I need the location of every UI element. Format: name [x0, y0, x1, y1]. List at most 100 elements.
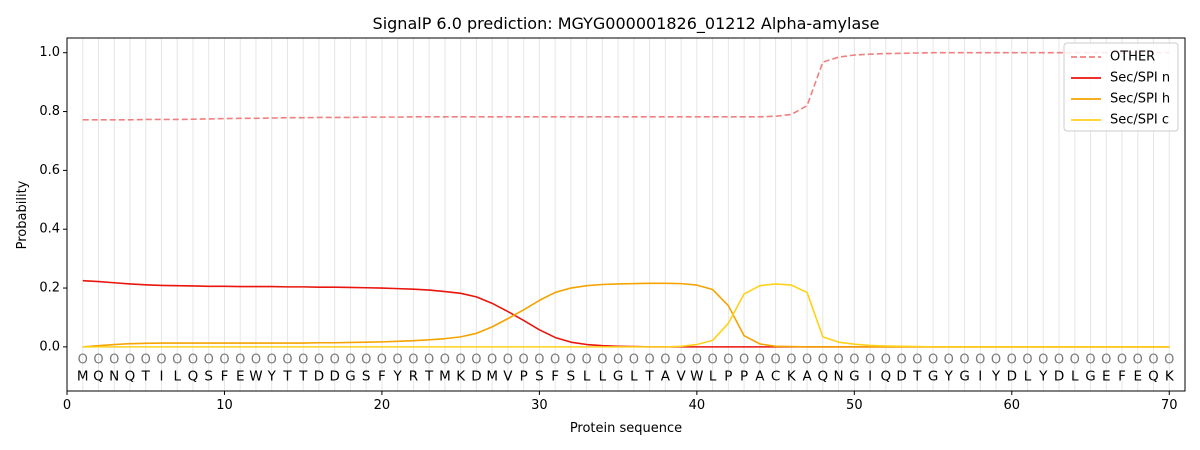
legend: OTHER Sec/SPI n Sec/SPI h Sec/SPI c — [1063, 42, 1179, 132]
residue-prediction-label: O — [298, 353, 308, 368]
residue-label: R — [409, 368, 418, 384]
residue-prediction-label: O — [991, 353, 1001, 368]
residue-label: K — [456, 368, 466, 384]
residue-prediction-label: O — [707, 353, 717, 368]
residue-label: W — [690, 368, 703, 384]
residue-label: I — [159, 368, 163, 384]
residue-label: Y — [267, 368, 277, 384]
residue-prediction-label: O — [582, 353, 592, 368]
chart-title: SignalP 6.0 prediction: MGYG000001826_01… — [373, 14, 880, 34]
residue-prediction-label: O — [629, 353, 639, 368]
residue-prediction-label: O — [519, 353, 529, 368]
residue-prediction-label: O — [676, 353, 686, 368]
residue-grid — [82, 38, 1170, 391]
residue-prediction-label: O — [1007, 353, 1017, 368]
series-lines — [82, 51, 1170, 348]
residue-label: Q — [125, 368, 136, 384]
residue-prediction-label: O — [282, 353, 292, 368]
residue-prediction-label: O — [896, 353, 906, 368]
residue-prediction-label: O — [975, 353, 985, 368]
y-tick-label: 1.0 — [39, 45, 60, 60]
residue-prediction-label: O — [1164, 353, 1174, 368]
residue-prediction-label: O — [786, 353, 796, 368]
residue-label: L — [599, 368, 607, 384]
x-tick-label: 40 — [689, 398, 706, 413]
residue-prediction-label: O — [613, 353, 623, 368]
residue-label: Y — [1038, 368, 1048, 384]
residue-label: T — [644, 368, 654, 384]
residue-prediction-label: O — [78, 353, 88, 368]
residue-label: M — [77, 368, 89, 384]
residue-label: N — [109, 368, 119, 384]
residue-label: A — [755, 368, 765, 384]
residue-prediction-label: O — [818, 353, 828, 368]
residue-label: V — [676, 368, 686, 384]
residue-prediction-label: O — [1038, 353, 1048, 368]
residue-prediction-label: O — [645, 353, 655, 368]
residue-prediction-label: O — [1070, 353, 1080, 368]
x-axis-title: Protein sequence — [570, 421, 682, 436]
residue-label: P — [740, 368, 748, 384]
residue-label: E — [1133, 368, 1142, 384]
residue-label: L — [709, 368, 717, 384]
residue-label: F — [551, 368, 559, 384]
residue-prediction-label: O — [770, 353, 780, 368]
residue-label: Q — [188, 368, 199, 384]
residue-prediction-label: O — [377, 353, 387, 368]
residue-label: E — [236, 368, 245, 384]
residue-label: M — [439, 368, 451, 384]
residue-label: C — [771, 368, 780, 384]
legend-label: Sec/SPI n — [1110, 71, 1170, 86]
residue-label: G — [928, 368, 938, 384]
residue-prediction-label: O — [424, 353, 434, 368]
residue-label: P — [724, 368, 732, 384]
residue-prediction-label: O — [597, 353, 607, 368]
residue-label: T — [141, 368, 151, 384]
residue-label: T — [424, 368, 434, 384]
residue-label: S — [204, 368, 213, 384]
y-axis-title: Probability — [15, 180, 30, 249]
residue-label: D — [471, 368, 481, 384]
residue-prediction-label: O — [959, 353, 969, 368]
residue-label: D — [1054, 368, 1064, 384]
residue-prediction-label: O — [156, 353, 166, 368]
residue-label: S — [535, 368, 544, 384]
residue-prediction-label: O — [345, 353, 355, 368]
residue-label: Y — [944, 368, 954, 384]
y-tick-label: 0.0 — [39, 339, 60, 354]
residue-label: M — [486, 368, 498, 384]
residue-prediction-label: O — [944, 353, 954, 368]
plot-frame — [66, 37, 1186, 392]
residue-label: D — [896, 368, 906, 384]
residue-label: G — [345, 368, 355, 384]
residue-label: L — [1024, 368, 1032, 384]
residue-prediction-label: O — [912, 353, 922, 368]
residue-prediction-label: O — [881, 353, 891, 368]
residue-label: A — [661, 368, 671, 384]
x-axis: 0 10 20 30 40 50 60 70 — [63, 391, 1178, 413]
x-tick-label: 0 — [63, 398, 71, 413]
legend-label: Sec/SPI c — [1110, 113, 1169, 128]
residue-label: Y — [991, 368, 1001, 384]
residue-prediction-label: O — [456, 353, 466, 368]
residue-label: G — [613, 368, 623, 384]
residue-label: I — [868, 368, 872, 384]
residue-label: I — [978, 368, 982, 384]
residue-label: A — [802, 368, 812, 384]
residue-prediction-label: O — [833, 353, 843, 368]
residue-label: F — [221, 368, 229, 384]
series-line-1 — [82, 279, 1170, 348]
residue-label: G — [1085, 368, 1095, 384]
residue-label: G — [959, 368, 969, 384]
residue-label: N — [834, 368, 844, 384]
residue-prediction-label: O — [1022, 353, 1032, 368]
y-axis: 0.0 0.2 0.4 0.6 0.8 1.0 — [39, 45, 67, 354]
residue-label: Q — [880, 368, 891, 384]
residue-prediction-label: O — [204, 353, 214, 368]
residue-prediction-label: O — [755, 353, 765, 368]
y-tick-label: 0.4 — [39, 222, 60, 237]
series-line-2 — [82, 282, 1170, 348]
residue-prediction-label: O — [849, 353, 859, 368]
legend-box — [1063, 42, 1179, 132]
series-line-3 — [82, 283, 1170, 348]
